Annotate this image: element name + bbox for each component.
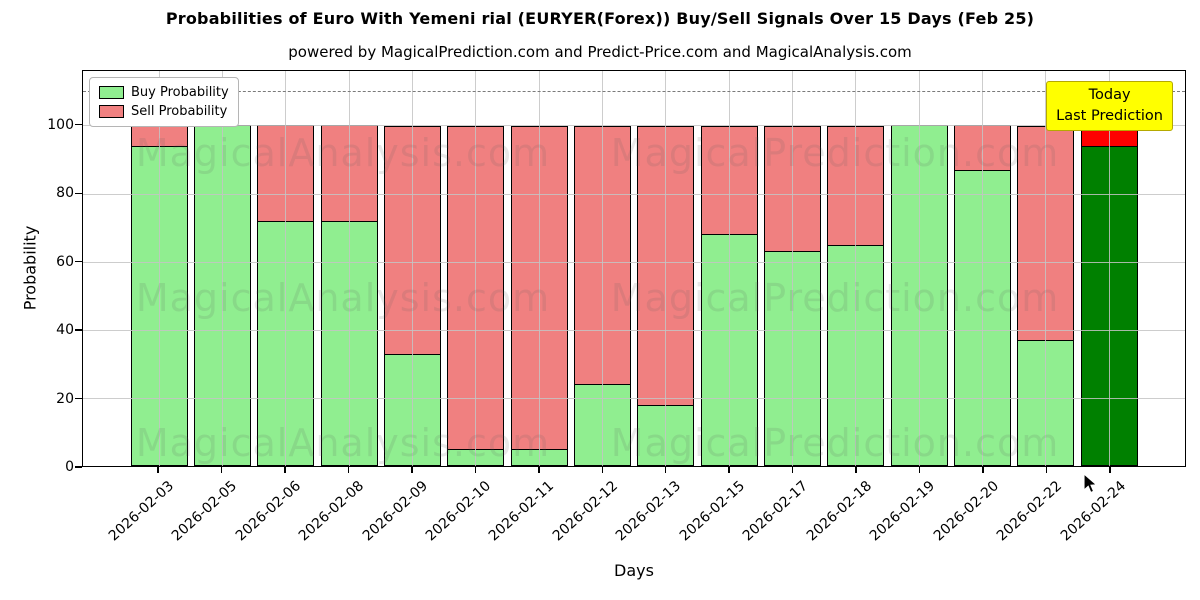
bar-sell-segment <box>130 125 188 146</box>
bar-buy-segment <box>953 169 1011 466</box>
y-tick-label: 20 <box>56 390 74 407</box>
bar-sell-segment <box>447 125 505 449</box>
legend-entry-buy: Buy Probability <box>99 83 229 102</box>
x-tick-label: 2026-02-09 <box>359 478 431 545</box>
bar-sell-segment <box>320 125 378 221</box>
bar-sell-segment <box>700 125 758 235</box>
x-tick-label: 2026-02-06 <box>232 478 304 545</box>
bar-buy-segment <box>700 234 758 466</box>
mouse-arrow-pointer-icon <box>1083 473 1098 494</box>
x-tick-mark <box>220 467 223 473</box>
x-tick-mark <box>665 467 667 473</box>
y-tick-mark <box>75 329 82 331</box>
x-tick-label: 2026-02-15 <box>676 478 748 545</box>
bar-sell-segment <box>257 125 315 221</box>
x-tick-label: 2026-02-12 <box>549 478 621 545</box>
y-tick-mark <box>75 397 82 400</box>
x-axis-label: Days <box>614 561 654 580</box>
bar-buy-segment <box>130 145 188 466</box>
x-tick-label: 2026-02-20 <box>930 478 1002 545</box>
bar-buy-segment <box>193 125 251 466</box>
x-tick-label: 2026-02-19 <box>867 478 939 545</box>
bar-sell-segment <box>1017 125 1075 341</box>
x-tick-mark <box>538 467 540 473</box>
plot-area: Buy Probability Sell Probability Today L… <box>82 70 1186 467</box>
bar-sell-segment <box>763 125 821 252</box>
x-tick-mark <box>474 467 477 473</box>
bar-sell-segment <box>573 125 631 385</box>
x-tick-mark <box>918 467 921 473</box>
legend-label-buy: Buy Probability <box>131 85 229 100</box>
x-tick-label: 2026-02-05 <box>169 478 241 545</box>
buy-swatch-icon <box>99 86 124 99</box>
x-tick-mark <box>728 467 730 473</box>
x-tick-mark <box>347 467 350 473</box>
x-tick-mark <box>982 467 984 473</box>
bar-buy-segment <box>257 220 315 466</box>
bar-buy-segment <box>573 384 631 466</box>
bar-buy-segment <box>763 251 821 466</box>
y-tick-label: 80 <box>56 185 74 202</box>
bar-buy-segment <box>510 448 568 466</box>
today-annotation-line1: Today <box>1088 87 1131 103</box>
bar-buy-segment <box>320 220 378 466</box>
x-tick-mark <box>1109 467 1111 473</box>
y-tick-mark <box>75 192 82 194</box>
bar-buy-segment <box>890 125 948 466</box>
x-tick-mark <box>791 467 794 473</box>
x-tick-mark <box>157 467 159 473</box>
bar-buy-segment <box>1017 340 1075 466</box>
y-tick-mark <box>75 124 82 126</box>
x-tick-mark <box>284 467 286 473</box>
today-annotation: Today Last Prediction <box>1046 81 1173 131</box>
today-annotation-line2: Last Prediction <box>1056 108 1163 124</box>
x-tick-label: 2026-02-22 <box>993 478 1066 545</box>
bar-buy-segment <box>447 448 505 466</box>
x-tick-label: 2026-02-08 <box>296 478 368 545</box>
bar-buy-segment <box>383 353 441 466</box>
chart-title: Probabilities of Euro With Yemeni rial (… <box>165 9 1035 28</box>
x-tick-label: 2026-02-11 <box>486 478 558 545</box>
x-tick-label: 2026-02-13 <box>613 478 685 545</box>
y-tick-label: 0 <box>65 459 74 475</box>
dashed-threshold-line <box>83 91 1185 93</box>
x-tick-mark <box>411 467 413 473</box>
y-tick-mark <box>75 260 82 263</box>
legend: Buy Probability Sell Probability <box>89 77 239 127</box>
y-tick-mark <box>75 466 82 468</box>
bar-buy-segment <box>827 244 885 466</box>
bar-sell-segment <box>637 125 695 405</box>
sell-swatch-icon <box>99 105 124 118</box>
legend-label-sell: Sell Probability <box>131 104 228 119</box>
bar-buy-segment <box>637 404 695 466</box>
y-tick-label: 60 <box>56 253 74 270</box>
x-tick-label: 2026-02-10 <box>422 478 495 545</box>
legend-entry-sell: Sell Probability <box>99 102 229 121</box>
x-tick-mark <box>1045 467 1048 473</box>
bar-sell-segment <box>383 125 441 354</box>
y-tick-label: 40 <box>56 322 74 339</box>
y-tick-label: 100 <box>47 116 74 133</box>
bar-buy-segment <box>1080 145 1138 466</box>
x-tick-mark <box>855 467 857 473</box>
chart-subtitle: powered by MagicalPrediction.com and Pre… <box>288 43 912 61</box>
bar-sell-segment <box>953 125 1011 170</box>
x-tick-label: 2026-02-18 <box>803 478 875 545</box>
x-tick-label: 2026-02-17 <box>740 478 812 545</box>
x-tick-label: 2026-02-03 <box>105 478 177 545</box>
bar-sell-segment <box>510 125 568 449</box>
bar-sell-segment <box>827 125 885 245</box>
x-tick-mark <box>601 467 603 473</box>
